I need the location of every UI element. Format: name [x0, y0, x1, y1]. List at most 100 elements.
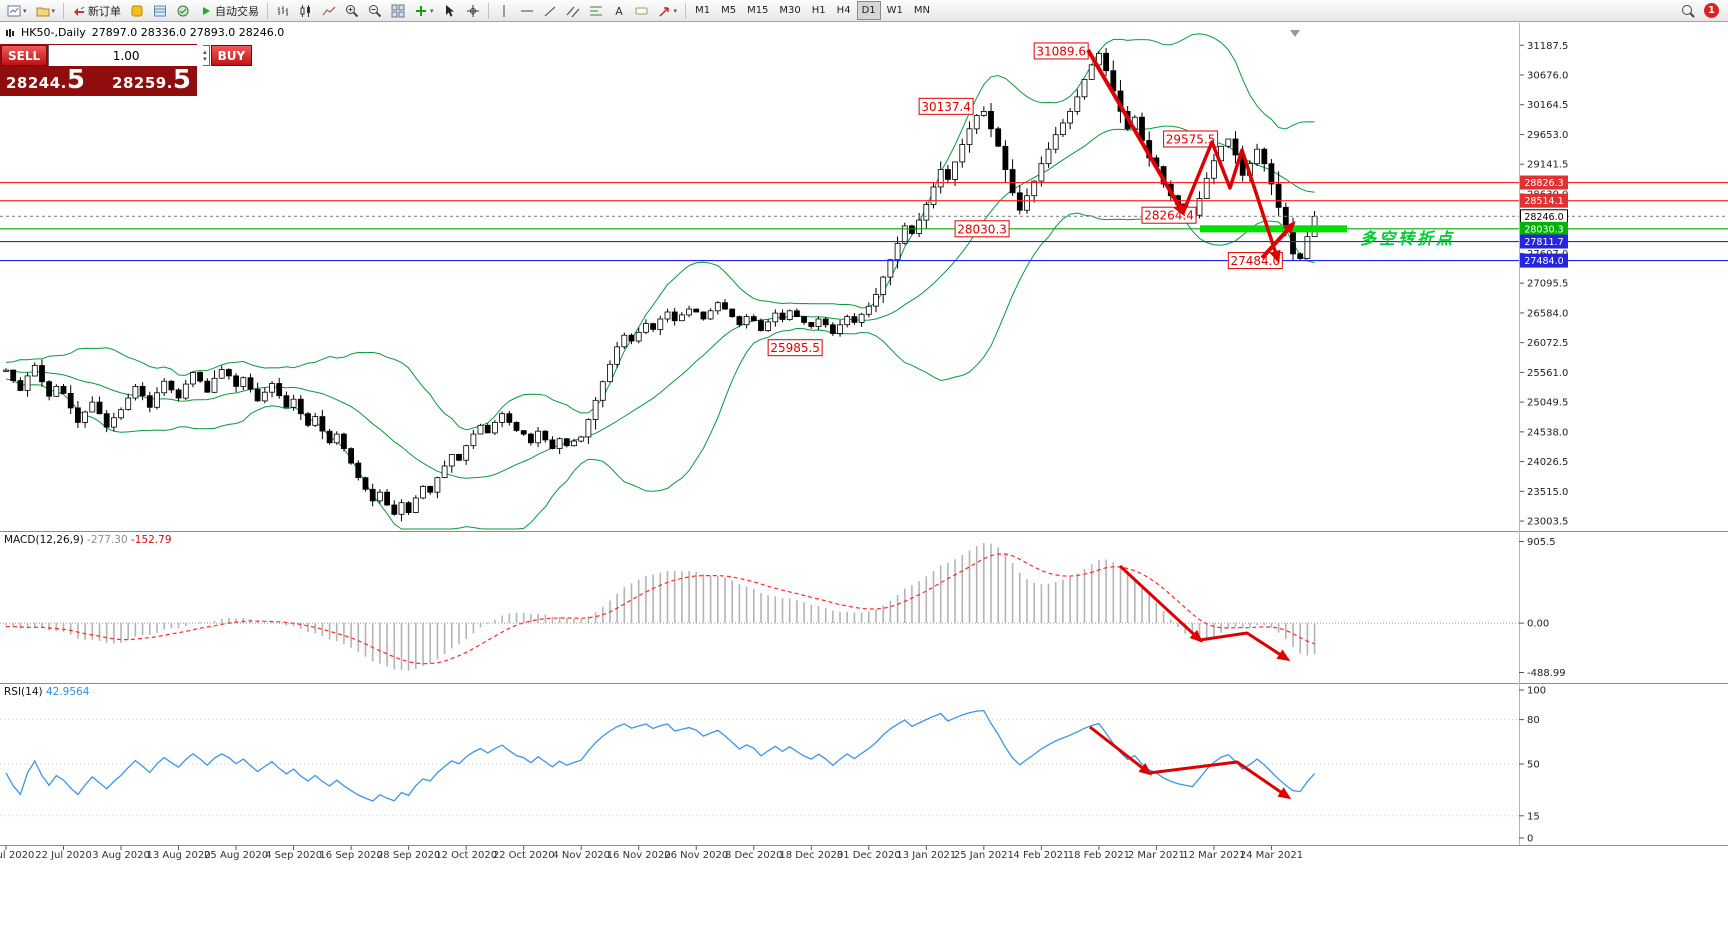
svg-text:23003.5: 23003.5	[1527, 517, 1568, 528]
svg-text:29141.5: 29141.5	[1527, 160, 1568, 171]
tile-windows-icon	[391, 4, 405, 17]
timeframe-m5-button[interactable]: M5	[716, 1, 741, 20]
candlestick-chart-icon	[300, 4, 311, 17]
svg-text:13 Aug 2020: 13 Aug 2020	[147, 850, 211, 861]
horizontal-level-lines[interactable]: 28826.328514.128246.028030.327811.727484…	[0, 175, 1728, 268]
svg-text:30164.5: 30164.5	[1527, 100, 1568, 111]
timeframe-toolbar: M1 M5 M15 M30 H1 H4 D1 W1 MN	[690, 1, 935, 20]
svg-text:24 Mar 2021: 24 Mar 2021	[1240, 850, 1303, 861]
symbol-period-label: HK50-,Daily	[21, 26, 86, 39]
svg-text:12 Oct 2020: 12 Oct 2020	[435, 850, 497, 861]
svg-text:4 Feb 2021: 4 Feb 2021	[1013, 850, 1069, 861]
bid-price: 28244.5	[6, 65, 85, 95]
tile-windows-button[interactable]	[387, 1, 409, 21]
turning-point-note[interactable]: 多空转折点	[1360, 229, 1456, 248]
text-button[interactable]: A	[608, 1, 630, 21]
crosshair-button[interactable]	[462, 1, 484, 21]
horizontal-line-button[interactable]	[516, 1, 538, 21]
search-button[interactable]	[1677, 1, 1699, 21]
trend-arrows[interactable]	[1086, 48, 1296, 264]
autotrading-button[interactable]: 自动交易	[195, 1, 263, 21]
volume-decrease-icon[interactable]: ▾	[203, 54, 207, 63]
strategy-tester-button[interactable]	[172, 1, 194, 21]
line-chart-button[interactable]	[318, 1, 340, 21]
svg-text:28246.0: 28246.0	[1524, 212, 1563, 223]
svg-text:28264.4: 28264.4	[1144, 209, 1194, 223]
profiles-button[interactable]: ▾	[32, 1, 60, 21]
macd-trend-arrows[interactable]	[1118, 564, 1291, 662]
search-icon	[1682, 4, 1695, 18]
svg-text:100: 100	[1527, 686, 1546, 697]
market-watch-button[interactable]	[149, 1, 171, 21]
price-axis-labels[interactable]: 31187.530676.030164.529653.029141.528630…	[1519, 41, 1568, 528]
chart-mini-icon	[6, 28, 14, 37]
svg-text:16 Sep 2020: 16 Sep 2020	[319, 850, 382, 861]
metaeditor-icon	[131, 5, 143, 16]
new-chart-button[interactable]: ▾	[3, 1, 31, 21]
play-icon	[203, 6, 211, 15]
ask-price: 28259.5	[112, 65, 191, 95]
buy-button[interactable]: BUY	[210, 45, 253, 66]
timeframe-m15-button[interactable]: M15	[742, 1, 773, 20]
rsi-indicator-label: RSI(14) 42.9564	[4, 686, 90, 698]
label-button[interactable]	[631, 1, 653, 21]
fibonacci-button[interactable]	[585, 1, 607, 21]
trendline-button[interactable]	[539, 1, 561, 21]
svg-text:27484.0: 27484.0	[1230, 254, 1280, 268]
svg-text:26 Nov 2020: 26 Nov 2020	[664, 850, 728, 861]
metaeditor-button[interactable]	[126, 1, 148, 21]
volume-input[interactable]	[49, 45, 204, 66]
svg-text:12 Mar 2021: 12 Mar 2021	[1182, 850, 1245, 861]
chart-shift-marker[interactable]	[1290, 30, 1300, 37]
macd-histogram	[5, 543, 1316, 671]
volume-stepper[interactable]: ▴ ▾	[48, 45, 210, 66]
arrows-button[interactable]: ▾	[654, 1, 682, 21]
autotrading-label: 自动交易	[215, 4, 260, 18]
channel-button[interactable]	[562, 1, 584, 21]
timeframe-m1-button[interactable]: M1	[690, 1, 715, 20]
zoom-in-icon	[346, 4, 359, 17]
text-icon: A	[615, 5, 623, 18]
volume-increase-icon[interactable]: ▴	[203, 47, 207, 56]
timeframe-d1-button[interactable]: D1	[856, 1, 881, 20]
new-order-button[interactable]: 新订单	[68, 1, 125, 21]
one-click-trading-panel: SELL ▴ ▾ BUY 28244.5 28259.5	[0, 44, 253, 96]
svg-text:23515.0: 23515.0	[1527, 487, 1568, 498]
svg-text:3 Aug 2020: 3 Aug 2020	[92, 850, 150, 861]
bar-chart-icon	[277, 5, 289, 16]
timeframe-h1-button[interactable]: H1	[807, 1, 831, 20]
vertical-line-button[interactable]	[493, 1, 515, 21]
bar-chart-button[interactable]	[272, 1, 294, 21]
horizontal-line-icon	[520, 10, 533, 11]
sell-button[interactable]: SELL	[1, 45, 48, 66]
timeframe-m30-button[interactable]: M30	[774, 1, 805, 20]
rsi-trend-arrows[interactable]	[1089, 725, 1292, 800]
svg-text:27095.5: 27095.5	[1527, 279, 1568, 290]
label-icon	[635, 7, 648, 14]
toolbar-separator	[267, 2, 269, 19]
indicators-button[interactable]: ▾	[410, 1, 438, 21]
timeframe-w1-button[interactable]: W1	[882, 1, 908, 20]
svg-text:24026.5: 24026.5	[1527, 457, 1568, 468]
svg-text:18 Dec 2020: 18 Dec 2020	[779, 850, 843, 861]
svg-text:28514.1: 28514.1	[1524, 196, 1563, 207]
svg-text:50: 50	[1527, 760, 1540, 771]
zoom-in-button[interactable]	[341, 1, 363, 21]
toolbar-separator	[63, 2, 65, 19]
chevron-down-icon: ▾	[23, 6, 27, 15]
svg-text:13 Jan 2021: 13 Jan 2021	[896, 850, 956, 861]
svg-text:31187.5: 31187.5	[1527, 41, 1568, 52]
notification-badge[interactable]: 1	[1704, 3, 1719, 18]
price-annotation-labels[interactable]: 31089.6 30137.4 29575.5 28264.4 28030.3 27484…	[767, 42, 1283, 357]
timeframe-h4-button[interactable]: H4	[832, 1, 856, 20]
cursor-button[interactable]	[439, 1, 461, 21]
support-highlight-bar[interactable]	[1200, 225, 1347, 233]
timeframe-mn-button[interactable]: MN	[909, 1, 935, 20]
channel-icon	[566, 6, 579, 17]
svg-text:-488.99: -488.99	[1527, 668, 1566, 679]
candlesticks	[3, 47, 1318, 522]
zoom-out-button[interactable]	[364, 1, 386, 21]
candlestick-chart-button[interactable]	[295, 1, 317, 21]
